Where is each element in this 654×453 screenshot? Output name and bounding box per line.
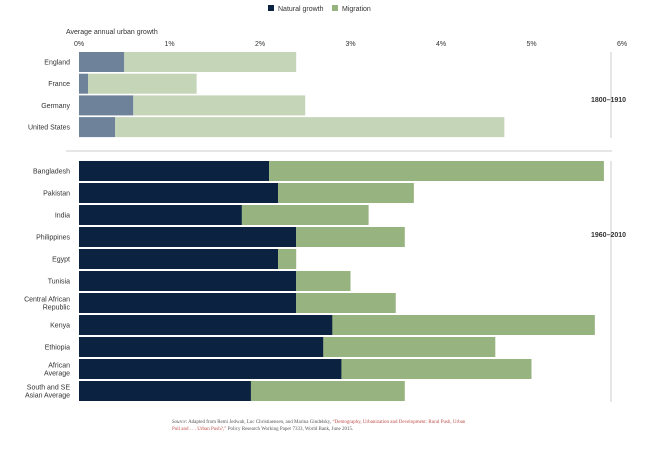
category-label: Philippines xyxy=(36,235,70,242)
category-label: Germany xyxy=(41,103,70,110)
legend-label-natural-growth: Natural growth xyxy=(278,6,324,13)
category-label: India xyxy=(55,213,70,220)
x-axis-title: Average annual urban growth xyxy=(66,29,158,36)
bar-natural-growth xyxy=(79,271,297,291)
category-label: Central African Republic xyxy=(24,297,70,312)
x-tick-label: 0% xyxy=(74,41,84,48)
bar-migration xyxy=(323,337,496,357)
x-tick-label: 1% xyxy=(164,41,174,48)
bar-natural-growth xyxy=(79,227,297,247)
chart-legend: Natural growth Migration xyxy=(268,5,371,13)
category-label: France xyxy=(48,81,70,88)
category-label: African Average xyxy=(44,363,70,378)
bar-natural-growth xyxy=(79,52,125,72)
category-label: Pakistan xyxy=(43,191,70,198)
category-label: South and SE Asian Average xyxy=(25,385,70,400)
bar-natural-growth xyxy=(79,359,342,379)
bar-natural-growth xyxy=(79,73,89,94)
x-tick-label: 3% xyxy=(345,41,355,48)
source-note: Source: Adapted from Remi Jedwab, Luc Ch… xyxy=(172,420,472,433)
bar-migration xyxy=(296,271,351,291)
bar-migration xyxy=(133,95,306,116)
x-axis-ticks: 0% 1% 2% 3% 4% 5% 6% xyxy=(74,41,627,48)
bar-natural-growth xyxy=(79,161,270,181)
source-link[interactable]: “Demography, Urbanization and Developmen… xyxy=(172,420,466,432)
bar-natural-growth xyxy=(79,381,251,401)
bar-migration xyxy=(332,315,595,335)
category-label: United States xyxy=(28,125,71,132)
bar-migration xyxy=(124,52,297,72)
category-label: Ethiopia xyxy=(45,345,70,352)
bar-natural-growth xyxy=(79,95,134,116)
category-label: Egypt xyxy=(52,257,70,264)
bar-migration xyxy=(115,117,505,138)
source-text-before: : Adapted from Remi Jedwab, Luc Christia… xyxy=(185,420,333,425)
category-label: Kenya xyxy=(50,323,70,330)
bar-natural-growth xyxy=(79,249,279,269)
bar-migration xyxy=(269,161,604,181)
x-tick-label: 6% xyxy=(617,41,627,48)
bar-natural-growth xyxy=(79,183,279,203)
bars xyxy=(79,52,604,401)
bar-migration xyxy=(250,381,405,401)
source-label: Source xyxy=(172,420,186,425)
legend-swatch-migration xyxy=(332,5,338,11)
bar-migration xyxy=(88,73,197,94)
category-label: Tunisia xyxy=(48,279,70,286)
bar-natural-growth xyxy=(79,293,297,313)
bar-migration xyxy=(278,183,414,203)
bar-migration xyxy=(241,205,369,225)
bar-natural-growth xyxy=(79,315,333,335)
category-label: England xyxy=(44,60,70,67)
x-tick-label: 4% xyxy=(436,41,446,48)
bar-migration xyxy=(341,359,532,379)
legend-swatch-natural-growth xyxy=(268,5,274,11)
x-tick-label: 2% xyxy=(255,41,265,48)
bar-natural-growth xyxy=(79,337,324,357)
legend-label-migration: Migration xyxy=(342,6,371,13)
bar-migration xyxy=(278,249,297,269)
period-label-1800-1910: 1800–1910 xyxy=(591,97,626,104)
bar-natural-growth xyxy=(79,205,242,225)
category-label: Bangladesh xyxy=(33,169,70,176)
period-label-1960-2010: 1960–2010 xyxy=(591,232,626,239)
category-labels: England France Germany United States Banglad… xyxy=(24,60,70,400)
bar-natural-growth xyxy=(79,117,116,138)
source-text-after: Policy Research Working Paper 7333, Worl… xyxy=(226,426,354,432)
bar-migration xyxy=(296,293,396,313)
bar-migration xyxy=(296,227,405,247)
x-tick-label: 5% xyxy=(526,41,536,48)
